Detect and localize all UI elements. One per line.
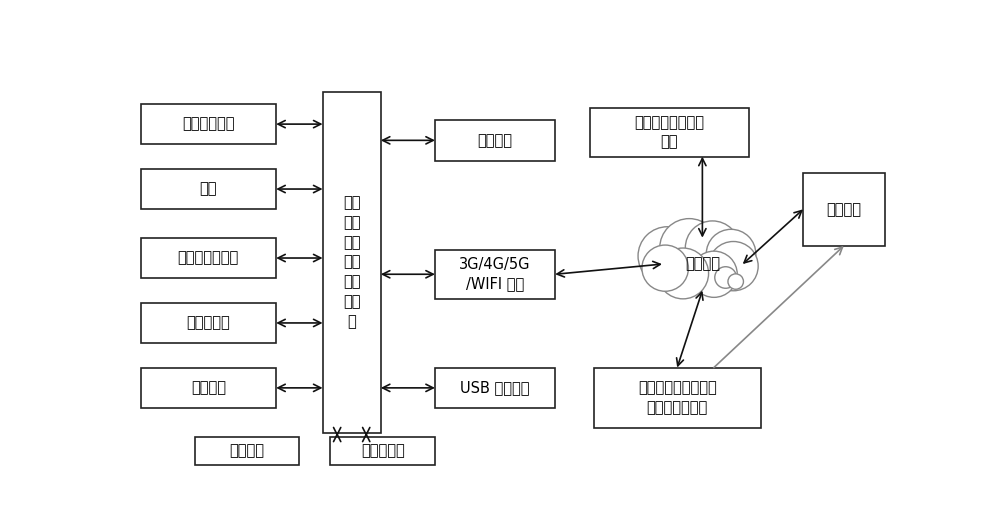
Ellipse shape: [638, 227, 697, 285]
Text: 按键: 按键: [200, 181, 217, 197]
FancyBboxPatch shape: [140, 368, 276, 408]
Ellipse shape: [728, 274, 743, 289]
Ellipse shape: [691, 251, 737, 297]
Text: USB 数据传输: USB 数据传输: [460, 380, 530, 395]
Text: 压力传感器: 压力传感器: [186, 316, 230, 330]
FancyBboxPatch shape: [594, 368, 761, 428]
Text: 实时时钟: 实时时钟: [191, 380, 226, 395]
FancyBboxPatch shape: [140, 104, 276, 144]
Text: 移动终端: 移动终端: [826, 202, 861, 217]
FancyBboxPatch shape: [803, 173, 885, 246]
Text: 电池充放电: 电池充放电: [361, 443, 405, 458]
Text: 气泵、气阀组件: 气泵、气阀组件: [178, 250, 239, 266]
FancyBboxPatch shape: [323, 92, 381, 433]
FancyBboxPatch shape: [330, 436, 435, 465]
FancyBboxPatch shape: [140, 169, 276, 209]
FancyBboxPatch shape: [435, 250, 555, 299]
Ellipse shape: [715, 267, 736, 288]
FancyBboxPatch shape: [195, 436, 299, 465]
FancyBboxPatch shape: [590, 108, 749, 157]
Text: 云服务器: 云服务器: [685, 257, 720, 271]
Text: 气管
插管
气囊
的压
力控
制装
置: 气管 插管 气囊 的压 力控 制装 置: [343, 195, 360, 329]
Ellipse shape: [657, 248, 709, 299]
Ellipse shape: [660, 219, 719, 277]
Ellipse shape: [709, 241, 758, 291]
FancyBboxPatch shape: [435, 120, 555, 161]
Text: 压力数据自动存储
云端: 压力数据自动存储 云端: [634, 115, 704, 150]
Text: 稳压电源: 稳压电源: [230, 443, 265, 458]
Ellipse shape: [685, 221, 740, 275]
Ellipse shape: [706, 229, 756, 279]
Text: 压力异常时向移动终
端推送报警信息: 压力异常时向移动终 端推送报警信息: [638, 380, 717, 415]
FancyBboxPatch shape: [140, 302, 276, 343]
Text: 存储模块: 存储模块: [478, 133, 513, 148]
Text: 液晶显示模块: 液晶显示模块: [182, 116, 235, 132]
Text: 3G/4G/5G
/WIFI 通信: 3G/4G/5G /WIFI 通信: [459, 257, 531, 291]
Ellipse shape: [642, 245, 688, 291]
FancyBboxPatch shape: [140, 238, 276, 278]
FancyBboxPatch shape: [435, 368, 555, 408]
